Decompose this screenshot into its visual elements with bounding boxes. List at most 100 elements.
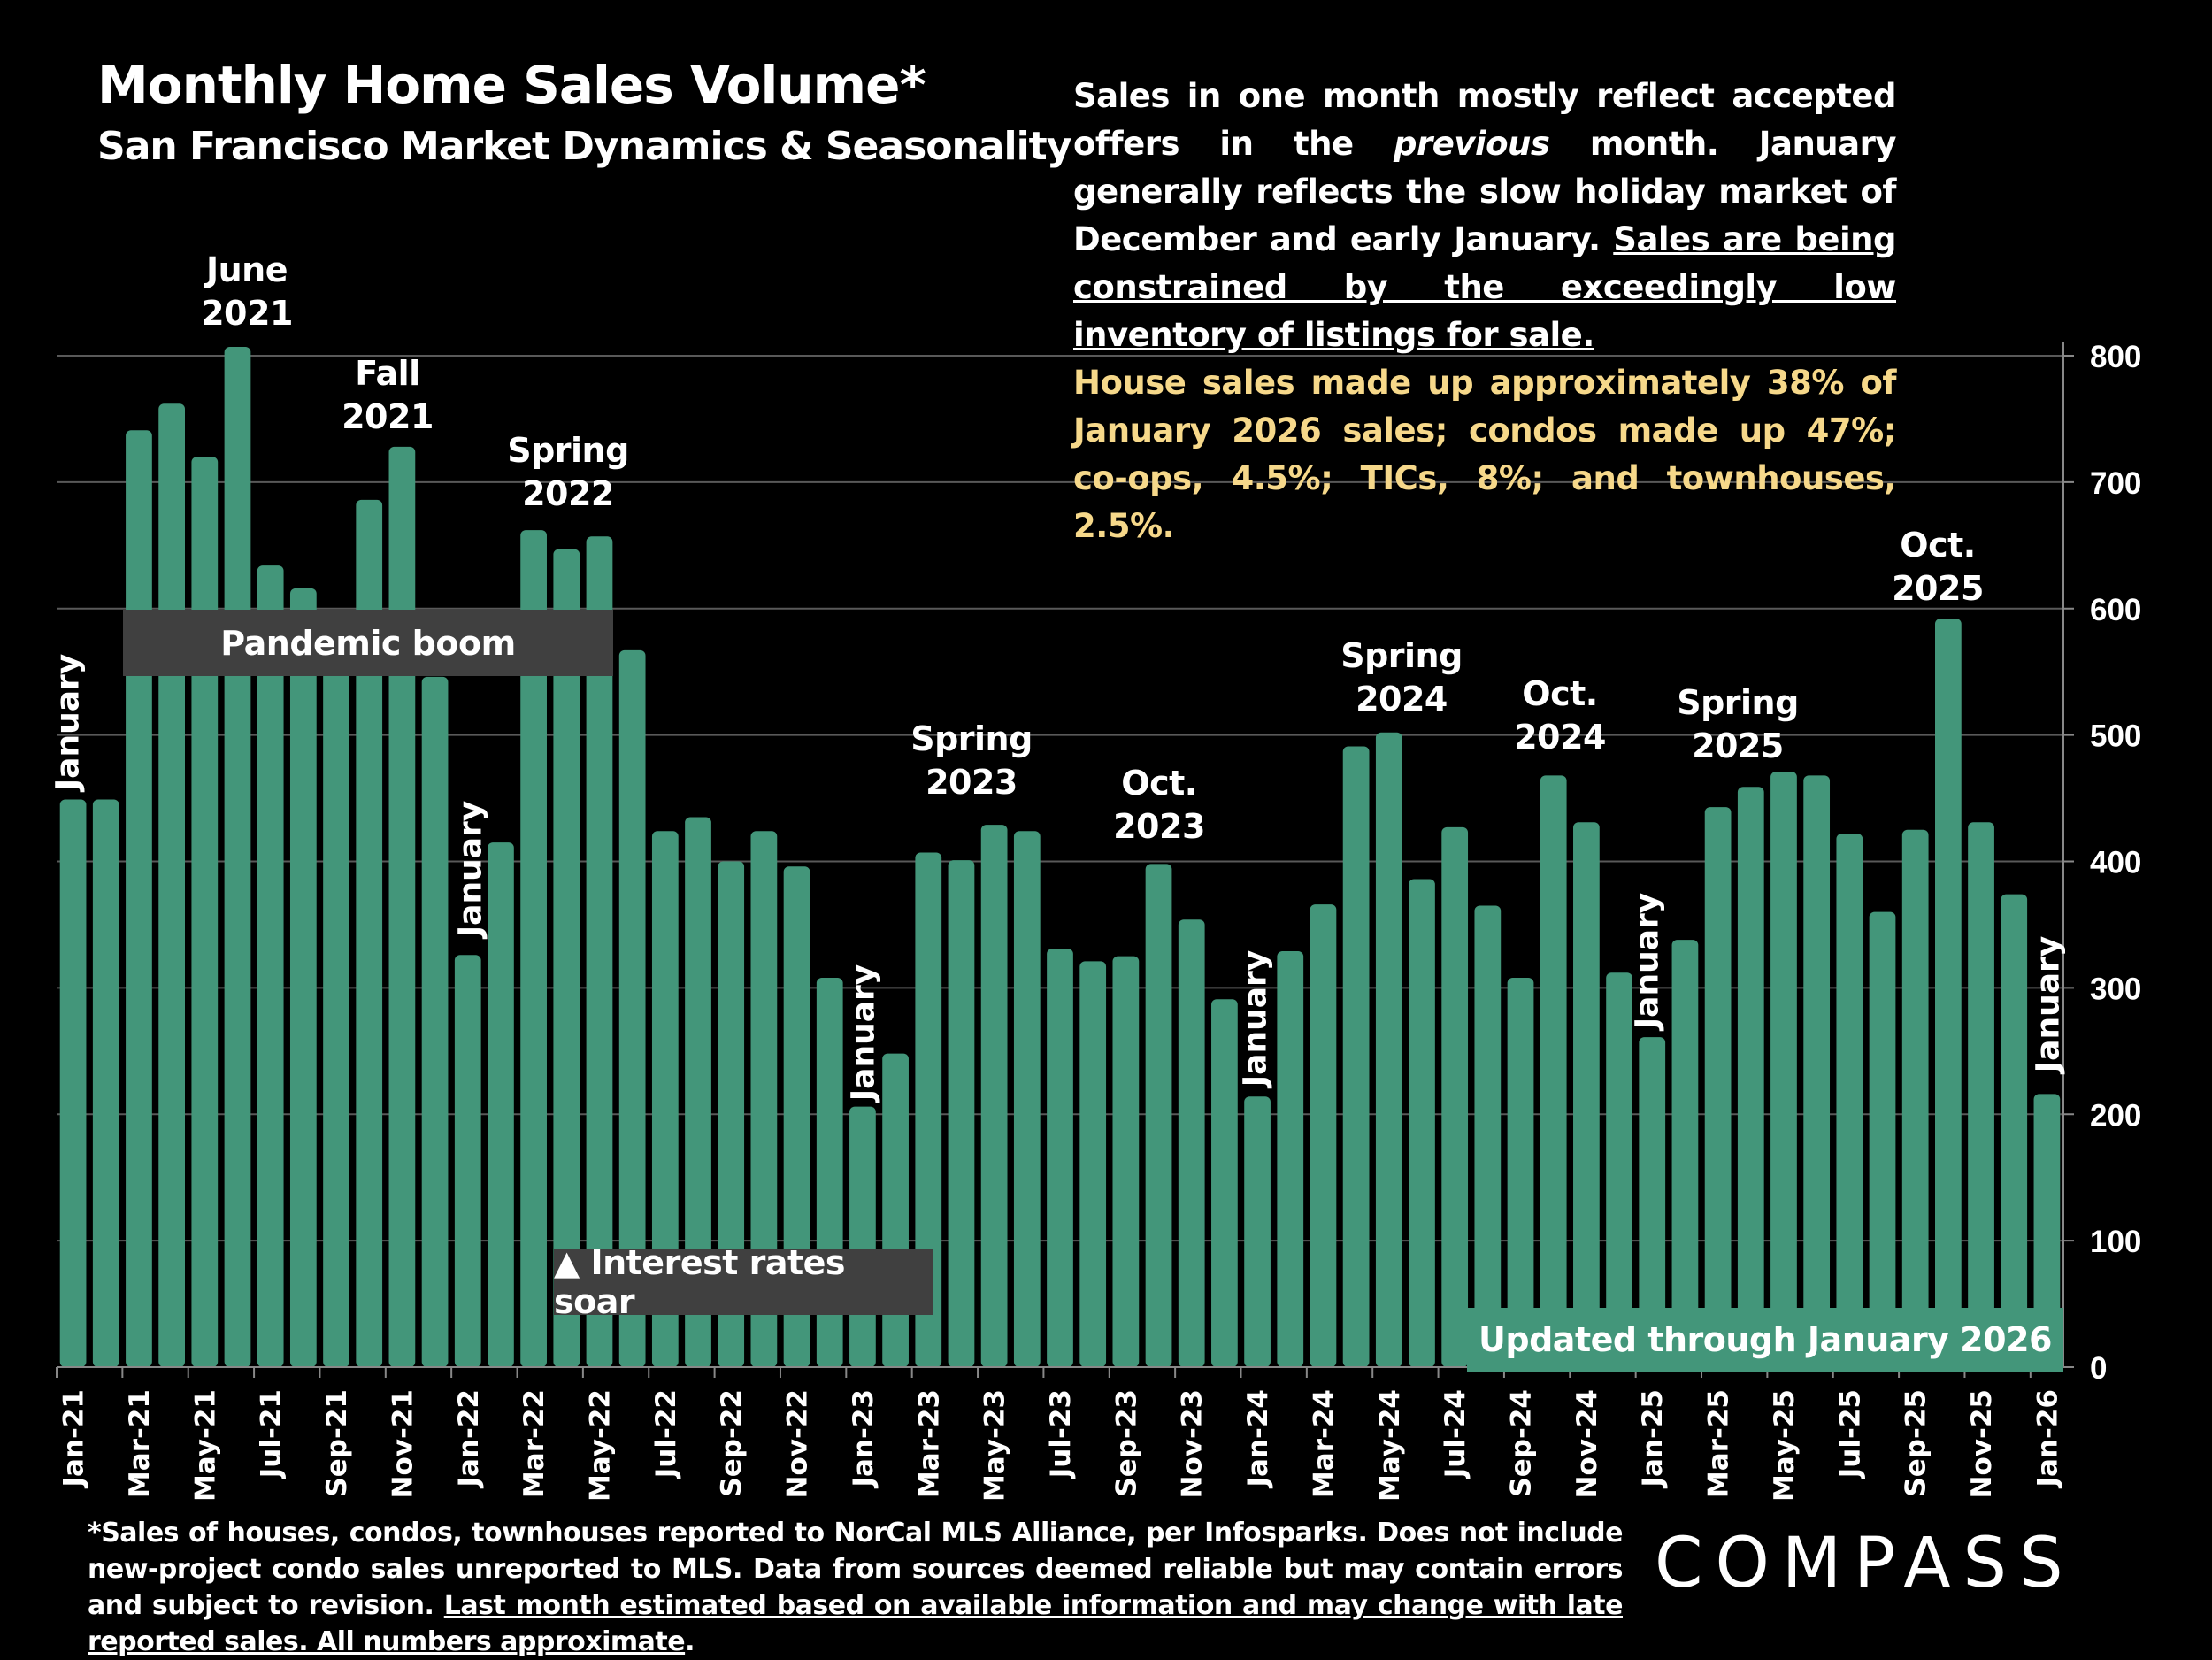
x-tick-label: Jan-21 (58, 1389, 90, 1489)
footnote: *Sales of houses, condos, townhouses rep… (88, 1515, 1624, 1660)
bar-Sep-25 (1901, 829, 1929, 1367)
footnote-text: *Sales of houses, condos, townhouses rep… (88, 1518, 1624, 1621)
y-tick-label: 500 (2090, 719, 2141, 754)
y-tick-label: 300 (2090, 972, 2141, 1006)
x-tick-label: Jan-22 (453, 1389, 485, 1489)
bar-Sep-23 (1112, 956, 1140, 1367)
bar-Jul-22 (651, 831, 679, 1367)
annotation-january-2024: January (1237, 949, 1274, 1087)
bar-Mar-22 (520, 530, 547, 1367)
bar-Feb-21 (92, 799, 119, 1367)
annotation-january-2023: January (845, 964, 882, 1102)
bar-Apr-23 (948, 860, 975, 1367)
commentary-text: month. January generally reflects the sl… (1073, 125, 1897, 258)
bar-Apr-25 (1737, 787, 1764, 1367)
bar-Apr-21 (158, 403, 186, 1368)
footnote-end: . (685, 1626, 695, 1657)
bar-May-21 (191, 457, 219, 1367)
commentary-underlined: Sales are being constrained by the excee… (1073, 220, 1897, 354)
bar-Nov-21 (388, 446, 416, 1367)
x-tick-label: Mar-21 (124, 1389, 156, 1498)
compass-logo: COMPASS (1655, 1524, 2076, 1603)
annotation-january-2022: January (452, 800, 489, 938)
bar-Nov-22 (783, 866, 810, 1367)
bar-Oct-21 (356, 499, 383, 1367)
x-tick-label: Jan-25 (1637, 1389, 1669, 1489)
x-tick-label: Sep-24 (1506, 1389, 1538, 1497)
annotation-spring-2024: Spring 2024 (1340, 636, 1463, 719)
bar-Aug-25 (1869, 911, 1896, 1367)
y-tick-label: 600 (2090, 593, 2141, 627)
bar-Oct-23 (1145, 864, 1172, 1367)
x-tick-label: Jan-23 (848, 1389, 879, 1489)
x-tick-label: Mar-25 (1703, 1389, 1735, 1498)
bar-Mar-25 (1704, 807, 1732, 1367)
x-tick-label: Jul-23 (1045, 1389, 1077, 1479)
x-tick-label: Jul-21 (256, 1389, 288, 1479)
chart-subtitle: San Francisco Market Dynamics & Seasonal… (97, 124, 1071, 169)
bar-Jul-21 (257, 565, 284, 1367)
annotation-fall-2021: Fall 2021 (342, 354, 434, 436)
annotation-oct-2023: Oct. 2023 (1113, 764, 1205, 846)
bar-Feb-25 (1671, 940, 1699, 1367)
bar-May-22 (586, 536, 613, 1367)
x-tick-label: Nov-21 (387, 1389, 419, 1498)
x-tick-label: Nov-25 (1966, 1389, 1998, 1498)
bar-May-24 (1375, 732, 1402, 1367)
x-tick-label: Jul-24 (1440, 1389, 1471, 1479)
bar-Jan-21 (59, 799, 87, 1367)
annotation-january-2021: January (50, 653, 87, 791)
bar-Jan-26 (2033, 1094, 2061, 1367)
bar-Oct-22 (750, 831, 778, 1367)
bar-Aug-24 (1474, 905, 1502, 1367)
bar-Aug-23 (1079, 961, 1107, 1367)
x-tick-label: Sep-23 (1110, 1389, 1142, 1497)
bar-Jan-25 (1639, 1037, 1666, 1367)
x-tick-label: Jul-25 (1834, 1389, 1866, 1479)
chart-title: Monthly Home Sales Volume* (97, 55, 926, 115)
bar-Jul-25 (1836, 834, 1863, 1367)
annotation-oct-2024: Oct. 2024 (1514, 674, 1606, 757)
bar-Feb-22 (488, 842, 514, 1367)
x-tick-label: Mar-23 (913, 1389, 945, 1498)
bar-Jan-22 (454, 955, 481, 1367)
annotation-oct-2025: Oct. 2025 (1892, 526, 1984, 608)
y-tick-label: 400 (2090, 846, 2141, 880)
x-tick-label: May-23 (979, 1389, 1011, 1502)
bar-Jun-21 (224, 346, 251, 1367)
bar-Aug-22 (685, 817, 711, 1367)
annotation-january-2025: January (1629, 892, 1666, 1030)
annotation-spring-2023: Spring 2023 (910, 719, 1033, 802)
x-tick-label: May-24 (1374, 1389, 1406, 1502)
bar-Mar-23 (915, 852, 942, 1367)
bar-Jan-24 (1244, 1096, 1271, 1367)
interest-rates-label: ▲ Interest rates soar (554, 1243, 933, 1321)
x-tick-label: May-21 (189, 1389, 221, 1502)
y-tick-label: 700 (2090, 466, 2141, 501)
x-tick-label: Jul-22 (650, 1389, 682, 1479)
bar-Apr-22 (553, 549, 580, 1367)
bar-Dec-25 (2001, 894, 2028, 1367)
composition-paragraph: House sales made up approximately 38% of… (1073, 364, 1897, 545)
annotation-january-2026: January (2030, 935, 2067, 1073)
bar-Jun-22 (618, 649, 646, 1367)
bar-Mar-24 (1310, 904, 1337, 1367)
updated-through-label: Updated through January 2026 (1467, 1308, 2063, 1372)
x-tick-label: Jan-26 (2032, 1389, 2063, 1489)
bar-Sep-24 (1507, 977, 1534, 1367)
x-tick-label: Sep-21 (321, 1389, 353, 1497)
bar-Jul-23 (1047, 949, 1073, 1367)
bar-Nov-25 (1968, 822, 1994, 1367)
bar-Jan-23 (849, 1106, 876, 1367)
annotation-spring-2022: Spring 2022 (507, 431, 629, 513)
bar-Oct-25 (1934, 619, 1962, 1367)
y-tick-label: 800 (2090, 340, 2141, 374)
bar-May-23 (980, 825, 1008, 1367)
commentary-paragraph: Sales in one month mostly reflect accept… (1073, 73, 1897, 359)
bar-Mar-21 (126, 430, 152, 1367)
x-tick-label: May-25 (1769, 1389, 1801, 1502)
x-tick-label: Mar-22 (518, 1389, 550, 1498)
x-tick-label: Nov-24 (1571, 1389, 1603, 1498)
bar-Nov-23 (1178, 919, 1205, 1367)
